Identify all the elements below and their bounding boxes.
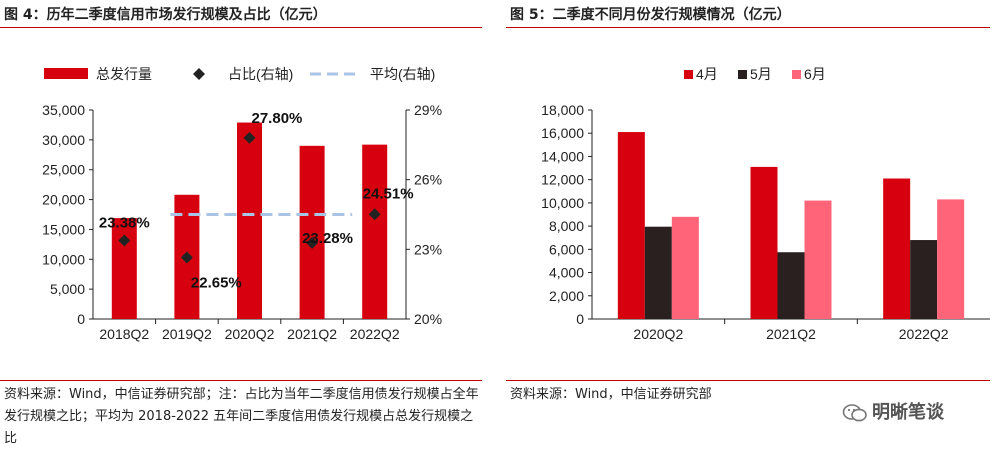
left-y-tick-label: 35,000: [42, 102, 85, 118]
left-y-tick-label: 10,000: [42, 251, 85, 267]
legend-label-total: 总发行量: [96, 66, 152, 82]
bar-5月-2021Q2: [777, 252, 805, 319]
y-tick-label: 10,000: [541, 195, 584, 211]
x-tick-label: 2022Q2: [350, 326, 400, 342]
bar-4月-2021Q2: [750, 166, 778, 319]
legend-swatch-share: [193, 68, 205, 80]
x-tick-label: 2021Q2: [287, 326, 337, 342]
y-tick-label: 14,000: [541, 148, 584, 164]
legend-swatch-total: [44, 68, 88, 79]
x-tick-label: 2020Q2: [633, 326, 683, 342]
share-data-label-2019Q2: 22.65%: [191, 274, 242, 291]
figure-4-title: 图 4：历年二季度信用市场发行规模及占比（亿元）: [4, 7, 327, 23]
legend-swatch-5月: [738, 70, 747, 79]
bar-total-2020Q2: [237, 122, 262, 319]
figure-5-title: 图 5：二季度不同月份发行规模情况（亿元）: [510, 7, 791, 23]
figure-5-chart: 4月 5月 6月 0 2,000 4,000 6,000 8,000 10,000 12,000 1…: [541, 66, 990, 342]
left-y-tick-label: 20,000: [42, 192, 85, 208]
watermark-text: 明晰笔谈: [872, 402, 944, 423]
legend-label-5月: 5月: [750, 66, 772, 82]
y-tick-label: 18,000: [541, 102, 584, 118]
right-y-tick-label: 26%: [414, 172, 442, 188]
y-tick-label: 8,000: [549, 218, 584, 234]
figure-4-title-rule: [0, 27, 482, 28]
left-y-tick-label: 15,000: [42, 221, 85, 237]
share-marker-2022Q2: [368, 208, 381, 221]
left-y-tick-label: 25,000: [42, 162, 85, 178]
y-tick-label: 12,000: [541, 172, 584, 188]
figure-5-panel: 图 5：二季度不同月份发行规模情况（亿元） 4月 5月 6月 0 2,000 4,000 6…: [506, 0, 994, 457]
bar-6月-2020Q2: [671, 216, 699, 319]
legend-label-average: 平均(右轴): [370, 66, 435, 82]
bar-5月-2020Q2: [644, 226, 672, 319]
bar-4月-2022Q2: [883, 178, 911, 319]
watermark: 明晰笔谈: [842, 398, 944, 424]
share-data-label-2021Q2: 23.28%: [302, 230, 353, 247]
share-marker-2021Q2: [306, 236, 319, 249]
right-y-tick-label: 29%: [414, 102, 442, 118]
y-tick-label: 0: [576, 311, 584, 327]
y-tick-label: 2,000: [549, 288, 584, 304]
bar-total-2021Q2: [299, 145, 325, 319]
share-marker-2019Q2: [180, 251, 193, 264]
left-y-tick-label: 5,000: [50, 281, 85, 297]
legend-swatch-6月: [792, 70, 801, 79]
figure-5-source-rule: [506, 380, 990, 381]
bar-total-2022Q2: [362, 144, 388, 319]
y-tick-label: 4,000: [549, 265, 584, 281]
x-tick-label: 2022Q2: [899, 326, 949, 342]
figure-4-source-note: 资料来源：Wind，中信证券研究部；注：占比为当年二季度信用债发行规模占全年发行…: [4, 387, 479, 446]
x-tick-label: 2021Q2: [766, 326, 816, 342]
y-tick-label: 6,000: [549, 241, 584, 257]
bar-6月-2021Q2: [804, 200, 832, 319]
legend-label-4月: 4月: [696, 66, 718, 82]
share-data-label-2020Q2: 27.80%: [252, 110, 303, 127]
share-marker-2020Q2: [243, 131, 256, 144]
bar-total-2018Q2: [111, 218, 137, 319]
bar-5月-2022Q2: [910, 240, 938, 319]
figure-5-title-rule: [506, 27, 990, 28]
share-data-label-2018Q2: 23.38%: [99, 215, 150, 232]
bar-6月-2022Q2: [937, 199, 965, 319]
right-y-tick-label: 20%: [414, 311, 442, 327]
figure-4-chart: 总发行量 占比(右轴) 平均(右轴) 0 5,000 10,000 15,000 20,000…: [42, 66, 442, 342]
y-tick-label: 16,000: [541, 125, 584, 141]
figure-4-panel: 图 4：历年二季度信用市场发行规模及占比（亿元） 总发行量 占比(右轴) 平均(右轴…: [0, 0, 486, 457]
left-y-tick-label: 0: [77, 311, 85, 327]
x-tick-label: 2018Q2: [99, 326, 149, 342]
x-tick-label: 2020Q2: [225, 326, 275, 342]
x-tick-label: 2019Q2: [162, 326, 212, 342]
right-y-tick-label: 23%: [414, 241, 442, 257]
chart2-legend: 4月 5月 6月: [684, 66, 826, 82]
share-marker-2018Q2: [118, 234, 131, 247]
legend-swatch-4月: [684, 70, 693, 79]
legend-label-share: 占比(右轴): [228, 66, 293, 82]
legend-label-6月: 6月: [804, 66, 826, 82]
left-y-tick-label: 30,000: [42, 132, 85, 148]
chart1-legend: 总发行量 占比(右轴) 平均(右轴): [44, 66, 435, 82]
figure-4-source-rule: [0, 380, 482, 381]
wechat-icon: [842, 404, 867, 422]
share-data-label-2022Q2: 24.51%: [363, 185, 414, 202]
bar-4月-2020Q2: [617, 132, 645, 319]
figure-5-source-note: 资料来源：Wind，中信证券研究部: [510, 387, 712, 402]
